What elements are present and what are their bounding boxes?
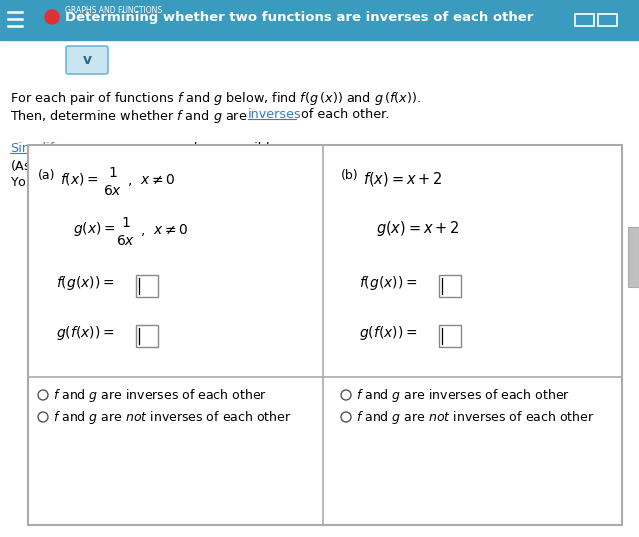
Text: $f(g(x)) =$: $f(g(x)) =$ (359, 274, 417, 292)
Text: $g(f(x)) =$: $g(f(x)) =$ (56, 324, 114, 342)
FancyBboxPatch shape (66, 46, 108, 74)
Text: domain: domain (351, 158, 399, 171)
Bar (439, 325, 461, 347)
Text: ,  $x \neq 0$: , $x \neq 0$ (127, 172, 175, 188)
Text: $f$ and $g$ are $\mathit{not}$ inverses of each other: $f$ and $g$ are $\mathit{not}$ inverses … (53, 409, 291, 425)
Bar (0, 0, 639, 40)
Text: $f(x) = x + 2$: $f(x) = x + 2$ (363, 170, 443, 188)
Bar (628, 227, 639, 287)
Text: inverses: inverses (248, 108, 302, 121)
Text: Determining whether two functions are inverses of each other: Determining whether two functions are in… (65, 11, 534, 25)
Text: composition: composition (431, 158, 509, 171)
Text: Then, determine whether $f$ and $g$ are: Then, determine whether $f$ and $g$ are (10, 108, 248, 125)
Bar (136, 325, 158, 347)
Text: $g(x) =$: $g(x) =$ (73, 220, 116, 238)
Text: $6x$: $6x$ (104, 184, 123, 198)
Text: .: . (502, 158, 506, 171)
Text: For each pair of functions $f$ and $g$ below, find $f(g\,(x))$ and $g\,(f(x))$.: For each pair of functions $f$ and $g$ b… (10, 90, 421, 107)
Text: $f(g(x)) =$: $f(g(x)) =$ (56, 274, 114, 292)
Text: 1: 1 (109, 166, 118, 180)
Bar (575, 14, 594, 26)
Text: 1: 1 (121, 216, 130, 230)
Text: v: v (82, 53, 91, 67)
Text: GRAPHS AND FUNCTIONS: GRAPHS AND FUNCTIONS (65, 6, 162, 15)
Circle shape (45, 10, 59, 24)
Text: of the: of the (393, 158, 438, 171)
Text: $f(x) =$: $f(x) =$ (60, 171, 99, 187)
Text: (b): (b) (341, 169, 358, 182)
Text: (Assume that your expressions are defined for all $x$ in the: (Assume that your expressions are define… (10, 158, 380, 175)
Bar (598, 14, 617, 26)
Text: (a): (a) (38, 169, 56, 182)
Text: Simplify: Simplify (10, 142, 61, 155)
Bar (439, 275, 461, 297)
Text: of each other.: of each other. (297, 108, 389, 121)
Text: $g(f(x)) =$: $g(f(x)) =$ (359, 324, 417, 342)
Text: $g(x) = x + 2$: $g(x) = x + 2$ (376, 220, 460, 238)
Text: $6x$: $6x$ (116, 234, 135, 248)
Text: You do $\mathit{not}$ have to indicate the domain.): You do $\mathit{not}$ have to indicate t… (10, 174, 272, 189)
Text: ,  $x \neq 0$: , $x \neq 0$ (140, 222, 189, 238)
Text: $f$ and $g$ are $\mathit{not}$ inverses of each other: $f$ and $g$ are $\mathit{not}$ inverses … (356, 409, 594, 425)
Bar (136, 275, 158, 297)
Text: your answers as much as possible.: your answers as much as possible. (54, 142, 282, 155)
Text: $f$ and $g$ are inverses of each other: $f$ and $g$ are inverses of each other (356, 387, 570, 403)
Text: $f$ and $g$ are inverses of each other: $f$ and $g$ are inverses of each other (53, 387, 267, 403)
Bar (28, 145, 622, 525)
